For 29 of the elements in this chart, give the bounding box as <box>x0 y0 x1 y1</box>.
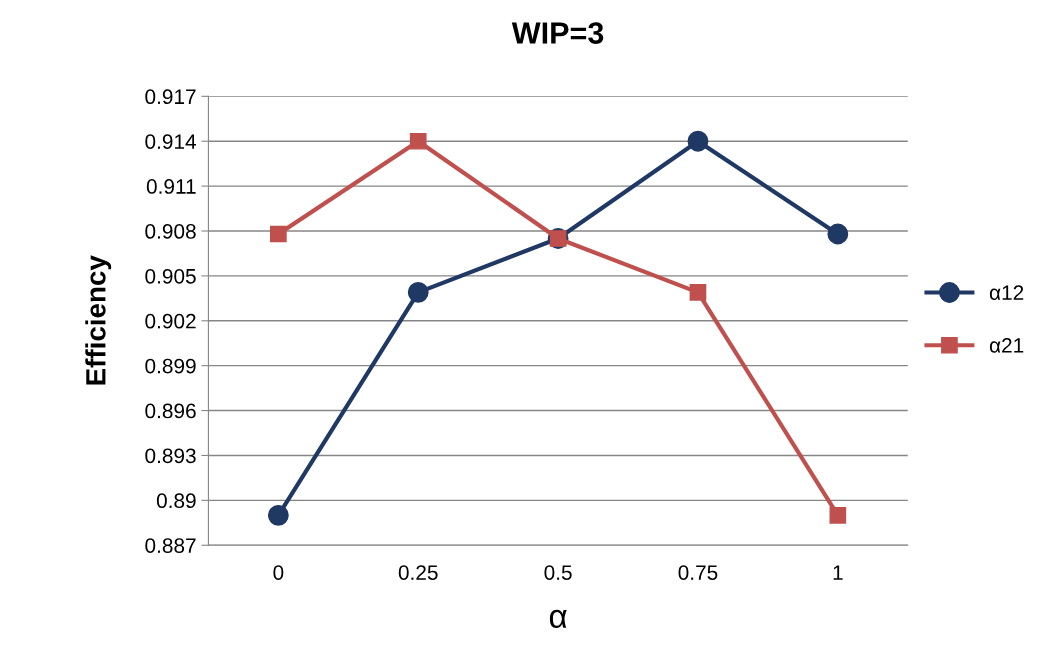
point <box>407 281 429 303</box>
point <box>689 284 707 301</box>
y-axis-title: Efficiency <box>85 255 112 385</box>
y-tick-label: 0.899 <box>145 358 196 374</box>
y-tick-label: 0.908 <box>145 224 196 239</box>
x-tick-label: 0.5 <box>544 565 572 580</box>
point <box>267 504 289 526</box>
point <box>687 130 709 152</box>
y-tick-label: 0.902 <box>145 313 196 329</box>
y-tick-label: 0.887 <box>145 538 196 553</box>
x-tick-label: 1 <box>833 565 843 580</box>
y-tick-label: 0.905 <box>145 268 196 284</box>
x-tick-label: 0.75 <box>678 565 718 580</box>
y-tick-label: 0.917 <box>145 89 196 105</box>
point <box>270 225 287 243</box>
point <box>827 223 849 245</box>
y-tick-label: 0.893 <box>145 448 196 464</box>
x-tick-label: 0 <box>273 565 284 580</box>
y-tick-label: 0.896 <box>145 403 196 419</box>
y-tick-label: 0.911 <box>146 179 196 194</box>
y-tick-label: 0.89 <box>156 493 196 509</box>
chart-title: WIP=3 <box>511 22 604 44</box>
x-tick-label: 0.25 <box>398 565 438 580</box>
y-tick-label: 0.914 <box>145 134 197 149</box>
legend-label: α21 <box>989 338 1024 353</box>
x-axis-title: α <box>549 609 567 629</box>
point <box>829 506 847 524</box>
point <box>409 132 427 150</box>
legend-label: α12 <box>989 285 1024 300</box>
